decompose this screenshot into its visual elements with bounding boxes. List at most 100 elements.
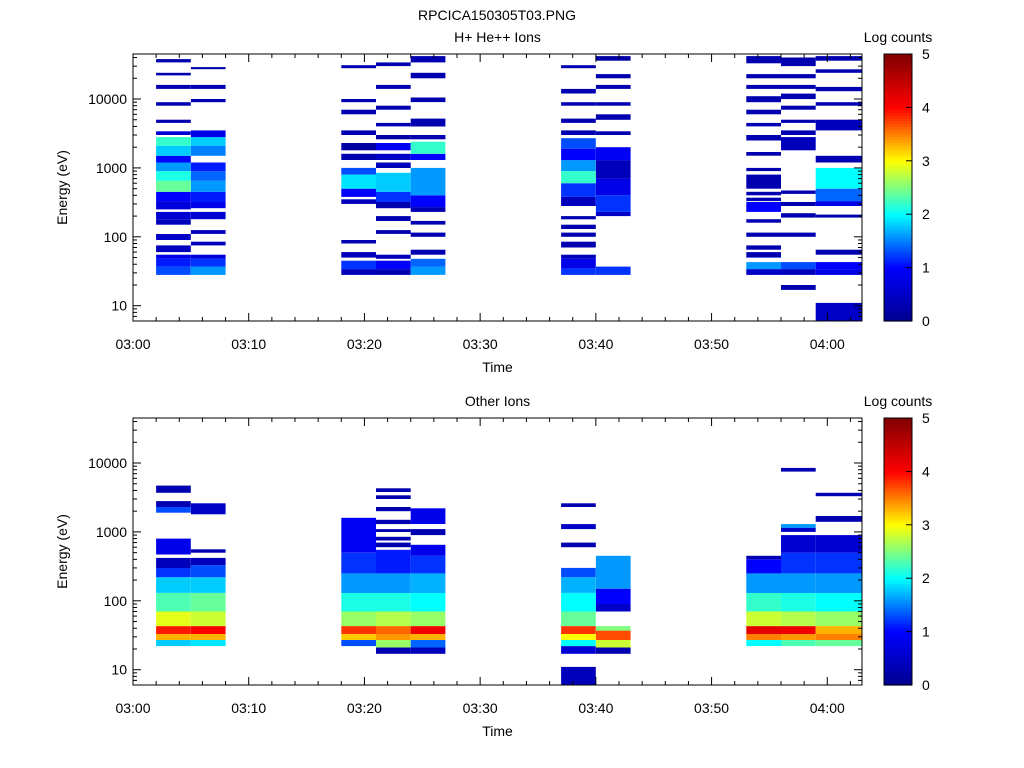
colorbar-swatch <box>884 115 912 119</box>
x-tick-label: 03:50 <box>694 336 729 352</box>
heatmap-cell <box>376 62 411 67</box>
heatmap-cell <box>376 495 411 499</box>
heatmap-cell <box>376 488 411 492</box>
x-tick-label: 04:00 <box>810 700 845 716</box>
heatmap-cell <box>410 611 446 627</box>
heatmap-cell <box>190 211 226 220</box>
heatmap-cell <box>156 137 191 146</box>
colorbar-swatch <box>884 671 912 675</box>
heatmap-cell <box>156 59 191 63</box>
x-tick-label: 03:50 <box>694 700 729 716</box>
colorbar-swatch <box>884 466 912 470</box>
heatmap-cell <box>410 153 446 160</box>
colorbar-swatch <box>884 663 912 667</box>
colorbar-swatch <box>884 288 912 293</box>
heatmap-cell <box>815 167 862 189</box>
colorbar-swatch <box>884 192 912 197</box>
heatmap-cell <box>410 555 446 574</box>
figure-title: RPCICA150305T03.PNG <box>418 7 576 23</box>
heatmap-cell <box>815 86 862 92</box>
heatmap-cell <box>746 109 781 115</box>
heatmap-cell <box>410 135 446 140</box>
colorbar-swatch <box>884 80 912 84</box>
heatmap-cell <box>190 626 226 634</box>
heatmap-cell <box>156 162 191 172</box>
colorbar-swatch <box>884 471 912 475</box>
y-tick-label: 10 <box>111 662 127 678</box>
colorbar-swatch <box>884 586 912 590</box>
heatmap-cell <box>341 188 376 197</box>
heatmap-cell <box>781 232 816 237</box>
heatmap-cell <box>781 74 816 79</box>
colorbar-swatch <box>884 104 912 108</box>
colorbar-swatch <box>884 522 912 526</box>
colorbar-swatch <box>884 490 912 494</box>
heatmap-cell <box>746 593 781 612</box>
colorbar-swatch <box>884 291 912 295</box>
heatmap-cell <box>376 172 411 192</box>
heatmap-cell <box>595 630 631 640</box>
colorbar-swatch <box>884 458 912 462</box>
heatmap-cell <box>376 593 411 612</box>
colorbar-swatch <box>884 310 912 314</box>
heatmap-cell <box>376 254 411 259</box>
heatmap-cell <box>781 269 816 275</box>
heatmap-cell <box>190 254 226 259</box>
heatmap-cell <box>561 118 596 123</box>
colorbar-swatch <box>884 460 912 464</box>
colorbar-tick-label: 3 <box>922 517 930 533</box>
x-tick-label: 04:00 <box>810 336 845 352</box>
heatmap-cell <box>595 588 631 604</box>
colorbar-swatch <box>884 126 912 130</box>
colorbar-swatch <box>884 639 912 643</box>
colorbar-swatch <box>884 136 912 141</box>
heatmap-cell <box>410 249 446 255</box>
colorbar-swatch <box>884 628 912 633</box>
colorbar-swatch <box>884 660 912 665</box>
heatmap-cell <box>376 573 411 593</box>
heatmap-cell <box>781 552 816 574</box>
colorbar-swatch <box>884 110 912 114</box>
colorbar-swatch <box>884 232 912 237</box>
heatmap-cell <box>595 147 631 161</box>
heatmap-cell <box>190 84 226 89</box>
colorbar-frame <box>883 417 913 686</box>
heatmap-cell <box>190 191 226 202</box>
colorbar-swatch <box>884 190 912 194</box>
heatmap-cell <box>595 640 631 648</box>
heatmap-cell <box>341 252 376 258</box>
colorbar-swatch <box>884 147 912 151</box>
heatmap-cell <box>561 640 596 647</box>
heatmap-cell <box>410 232 446 237</box>
colorbar-tick-label: 0 <box>922 313 930 329</box>
colorbar-swatch <box>884 540 912 545</box>
heatmap-cell <box>156 507 191 513</box>
colorbar-tick-label: 0 <box>922 677 930 693</box>
colorbar-swatch <box>884 227 912 231</box>
colorbar-swatch <box>884 248 912 253</box>
colorbar-swatch <box>884 450 912 454</box>
colorbar-swatch <box>884 519 912 523</box>
heatmap-cell <box>376 519 411 525</box>
heatmap-cell <box>746 252 781 258</box>
heatmap-cell <box>156 266 191 275</box>
colorbar-swatch <box>884 548 912 553</box>
panel-2: 03:00 03:10 03:20 03:30 03:40 03:50 04:0010100… <box>54 393 932 739</box>
colorbar-swatch <box>884 610 912 614</box>
heatmap-cell <box>746 197 781 202</box>
colorbar-swatch <box>884 195 912 199</box>
colorbar-swatch <box>884 572 912 577</box>
colorbar-swatch <box>884 676 912 681</box>
heatmap-cell <box>156 131 191 135</box>
heatmap-cell <box>341 634 376 640</box>
heatmap-cell <box>410 634 446 640</box>
heatmap-cell <box>595 84 631 89</box>
heatmap-cell <box>746 640 781 647</box>
colorbar-swatch <box>884 62 912 66</box>
heatmap-cell <box>190 180 226 192</box>
heatmap-cell <box>410 266 446 275</box>
heatmap-cell <box>561 102 596 106</box>
colorbar-swatch <box>884 559 912 563</box>
colorbar-swatch <box>884 262 912 266</box>
colorbar-swatch <box>884 418 912 422</box>
